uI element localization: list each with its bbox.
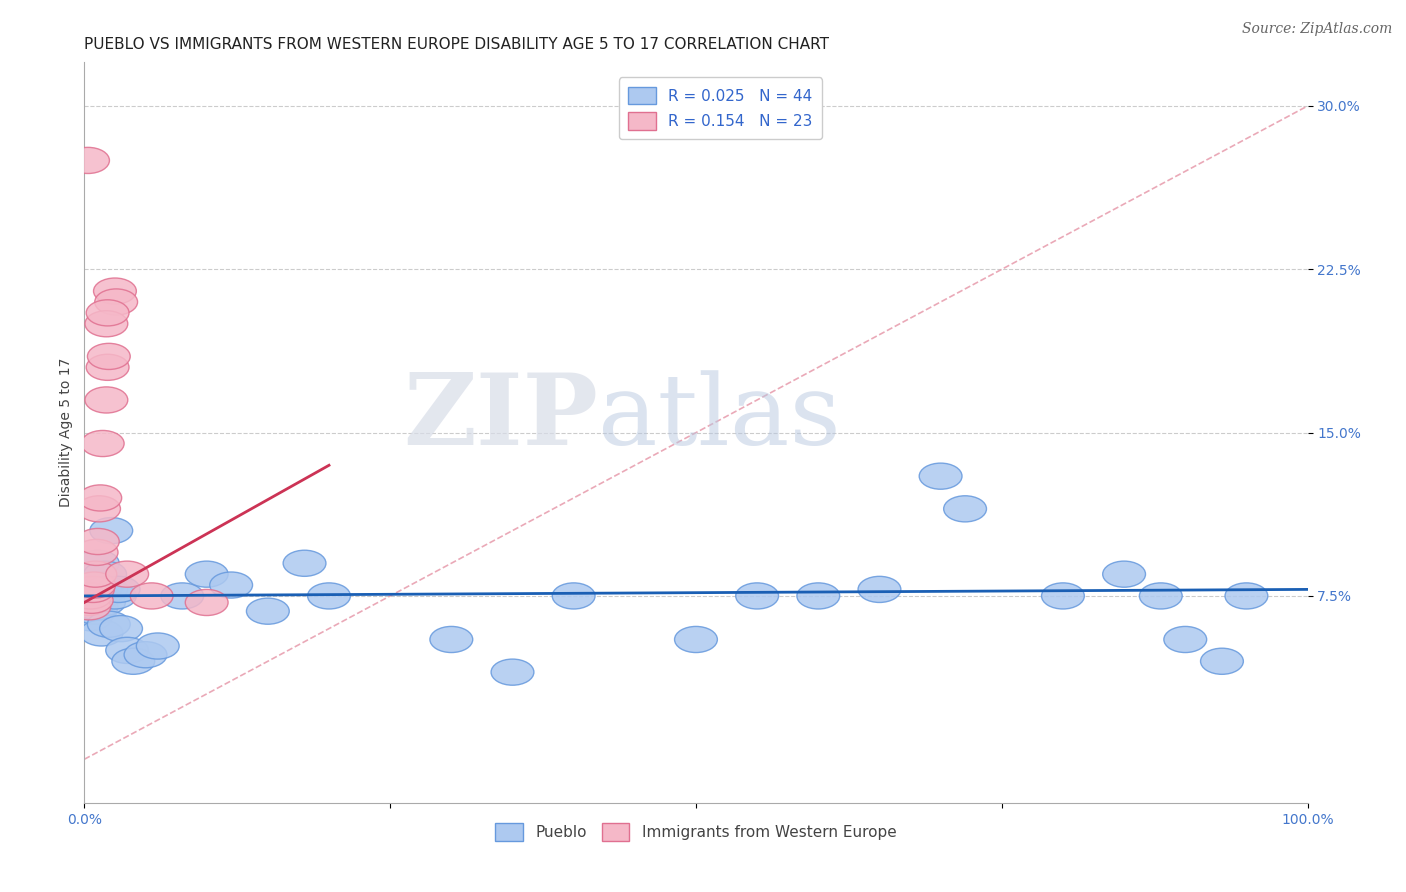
Text: PUEBLO VS IMMIGRANTS FROM WESTERN EUROPE DISABILITY AGE 5 TO 17 CORRELATION CHAR: PUEBLO VS IMMIGRANTS FROM WESTERN EUROPE… — [84, 37, 830, 52]
Ellipse shape — [84, 387, 128, 413]
Ellipse shape — [70, 590, 112, 615]
Ellipse shape — [105, 637, 149, 664]
Ellipse shape — [94, 289, 138, 315]
Ellipse shape — [553, 582, 595, 609]
Ellipse shape — [80, 620, 122, 646]
Ellipse shape — [100, 615, 142, 641]
Ellipse shape — [73, 576, 115, 602]
Ellipse shape — [131, 582, 173, 609]
Ellipse shape — [735, 582, 779, 609]
Ellipse shape — [1042, 582, 1084, 609]
Text: ZIP: ZIP — [404, 369, 598, 467]
Text: atlas: atlas — [598, 370, 841, 466]
Ellipse shape — [79, 485, 122, 511]
Ellipse shape — [1225, 582, 1268, 609]
Ellipse shape — [73, 572, 115, 599]
Ellipse shape — [858, 576, 901, 602]
Ellipse shape — [70, 587, 112, 614]
Ellipse shape — [1201, 648, 1243, 674]
Ellipse shape — [283, 550, 326, 576]
Ellipse shape — [94, 278, 136, 304]
Text: Source: ZipAtlas.com: Source: ZipAtlas.com — [1241, 22, 1392, 37]
Ellipse shape — [72, 576, 114, 602]
Ellipse shape — [75, 599, 117, 624]
Ellipse shape — [112, 648, 155, 674]
Ellipse shape — [69, 582, 112, 609]
Ellipse shape — [83, 590, 125, 615]
Ellipse shape — [94, 582, 136, 609]
Ellipse shape — [66, 582, 110, 609]
Ellipse shape — [87, 343, 131, 369]
Ellipse shape — [67, 594, 111, 620]
Ellipse shape — [90, 517, 132, 544]
Ellipse shape — [430, 626, 472, 653]
Ellipse shape — [136, 633, 179, 659]
Ellipse shape — [675, 626, 717, 653]
Ellipse shape — [75, 561, 117, 587]
Ellipse shape — [1102, 561, 1146, 587]
Ellipse shape — [160, 582, 204, 609]
Ellipse shape — [797, 582, 839, 609]
Ellipse shape — [75, 540, 118, 566]
Ellipse shape — [66, 147, 110, 173]
Ellipse shape — [105, 561, 149, 587]
Ellipse shape — [97, 576, 141, 602]
Ellipse shape — [84, 576, 128, 602]
Y-axis label: Disability Age 5 to 17: Disability Age 5 to 17 — [59, 358, 73, 508]
Ellipse shape — [491, 659, 534, 685]
Ellipse shape — [84, 310, 128, 337]
Ellipse shape — [1139, 582, 1182, 609]
Ellipse shape — [186, 561, 228, 587]
Ellipse shape — [87, 611, 131, 637]
Ellipse shape — [77, 582, 121, 609]
Ellipse shape — [209, 572, 253, 599]
Ellipse shape — [308, 582, 350, 609]
Ellipse shape — [943, 496, 987, 522]
Ellipse shape — [1164, 626, 1206, 653]
Ellipse shape — [82, 572, 124, 599]
Ellipse shape — [84, 561, 127, 587]
Ellipse shape — [82, 431, 124, 457]
Ellipse shape — [86, 354, 129, 380]
Ellipse shape — [77, 496, 121, 522]
Ellipse shape — [920, 463, 962, 489]
Legend: Pueblo, Immigrants from Western Europe: Pueblo, Immigrants from Western Europe — [489, 817, 903, 847]
Ellipse shape — [124, 641, 167, 668]
Ellipse shape — [66, 590, 110, 615]
Ellipse shape — [246, 599, 290, 624]
Ellipse shape — [69, 605, 112, 631]
Ellipse shape — [76, 550, 120, 576]
Ellipse shape — [86, 300, 129, 326]
Ellipse shape — [75, 594, 118, 620]
Ellipse shape — [186, 590, 228, 615]
Ellipse shape — [79, 576, 122, 602]
Ellipse shape — [76, 528, 120, 555]
